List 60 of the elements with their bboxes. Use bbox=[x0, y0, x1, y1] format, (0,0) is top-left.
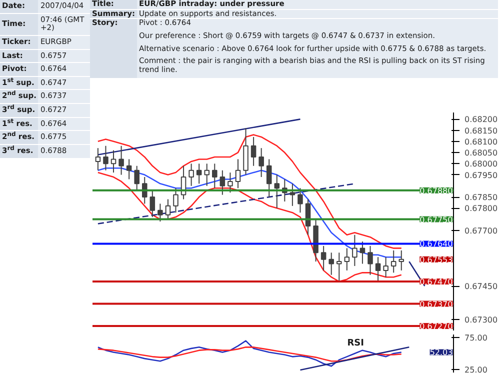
candlestick bbox=[118, 145, 124, 176]
candlestick bbox=[336, 252, 342, 282]
ref-line-label: 0.67640 bbox=[420, 240, 453, 249]
candlestick bbox=[220, 170, 226, 196]
candlestick bbox=[383, 256, 388, 278]
candlestick bbox=[352, 234, 358, 266]
candlestick bbox=[95, 148, 101, 171]
candlestick bbox=[196, 163, 202, 184]
ref-line-label: 0.67270 bbox=[420, 322, 453, 332]
y-tick-label: 0.68050 bbox=[464, 148, 498, 158]
candlestick bbox=[126, 158, 132, 180]
ref-line-label: 0.67880 bbox=[420, 186, 453, 196]
y-tick-label: 0.67850 bbox=[464, 193, 498, 202]
y-tick-label: 75.00 bbox=[464, 334, 488, 343]
y-tick-label: 0.68150 bbox=[464, 126, 498, 136]
candlestick bbox=[266, 158, 272, 198]
candlestick bbox=[398, 250, 404, 271]
candlestick bbox=[228, 172, 233, 194]
candlestick bbox=[250, 136, 256, 166]
y-tick-label: 0.67950 bbox=[464, 170, 498, 180]
candlestick bbox=[360, 241, 366, 264]
y-tick-label: 0.68200 bbox=[464, 115, 498, 124]
candlestick bbox=[375, 256, 381, 282]
candlestick bbox=[103, 145, 108, 171]
line-series bbox=[97, 340, 402, 367]
candlestick bbox=[165, 198, 171, 220]
ref-line-label: 0.67370 bbox=[420, 300, 453, 309]
candlestick bbox=[150, 190, 156, 218]
y-tick-label: 0.67300 bbox=[464, 315, 498, 324]
candlestick bbox=[158, 203, 163, 222]
y-tick-label: 25.00 bbox=[464, 365, 488, 373]
candlestick bbox=[188, 163, 194, 186]
ref-line-label: 0.67470 bbox=[420, 278, 453, 287]
candlestick bbox=[204, 163, 210, 186]
candlestick bbox=[298, 188, 303, 214]
line-series bbox=[97, 134, 402, 249]
candlestick bbox=[235, 158, 241, 189]
candlestick bbox=[110, 150, 116, 174]
candlestick bbox=[290, 183, 296, 206]
y-tick-label: 0.68100 bbox=[464, 137, 498, 146]
candlestick bbox=[258, 148, 264, 178]
y-tick-label: 0.67700 bbox=[464, 226, 498, 236]
candlestick bbox=[173, 188, 178, 214]
annotation: 0.67553 bbox=[420, 255, 453, 264]
ref-line-label: 0.67750 bbox=[420, 215, 453, 224]
candlestick bbox=[320, 245, 326, 271]
y-tick-label: 0.67450 bbox=[464, 282, 498, 292]
y-tick-label: 0.67800 bbox=[464, 204, 498, 214]
candlestick bbox=[368, 245, 373, 276]
annotation: RSI bbox=[347, 338, 364, 348]
candlestick bbox=[328, 252, 334, 276]
line-series bbox=[97, 172, 402, 282]
annotation: 52.03 bbox=[430, 348, 453, 358]
candlestick bbox=[274, 174, 280, 209]
candlestick bbox=[212, 163, 218, 189]
y-tick-label: 0.68000 bbox=[464, 160, 498, 169]
candlestick bbox=[134, 165, 140, 191]
candlestick bbox=[390, 250, 396, 274]
candlestick bbox=[344, 248, 350, 271]
line-series bbox=[97, 346, 402, 362]
